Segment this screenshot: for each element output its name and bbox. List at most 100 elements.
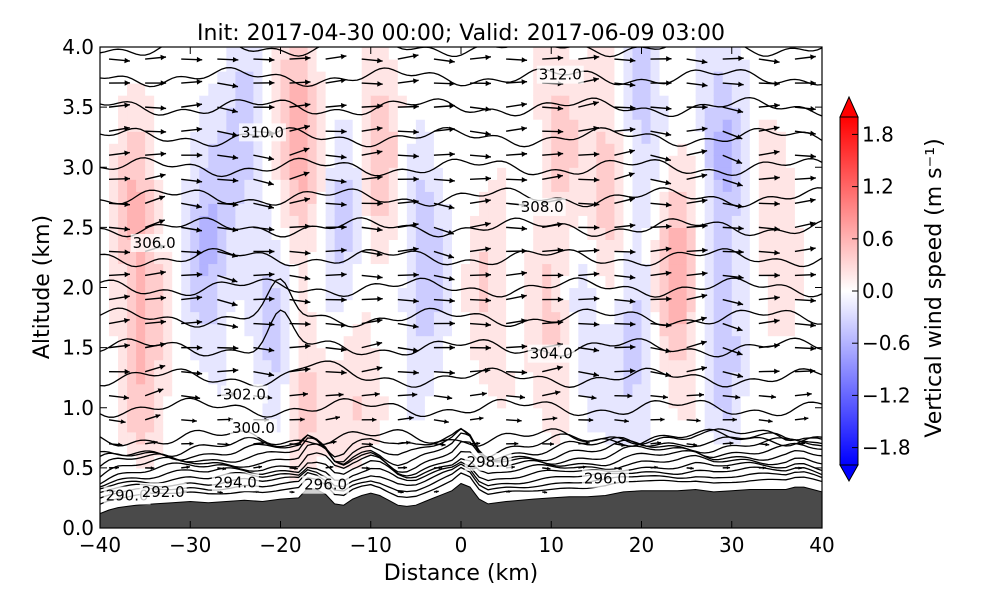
theta-contour-line (100, 427, 822, 459)
wind-cell (614, 227, 625, 240)
wind-cell (713, 323, 724, 337)
wind-cell (424, 479, 435, 493)
wind-cell (488, 227, 498, 240)
wind-cell (370, 347, 381, 361)
wind-cell (109, 263, 119, 277)
wind-cell (776, 275, 787, 289)
wind-arrow-head (340, 77, 347, 84)
wind-cell (659, 287, 670, 301)
wind-cell (307, 59, 318, 72)
wind-cell (298, 419, 309, 433)
wind-cell (542, 263, 552, 277)
wind-cell (659, 479, 670, 493)
wind-cell (596, 359, 606, 373)
wind-arrow-head (476, 441, 481, 446)
wind-cell (515, 119, 525, 132)
wind-cell (145, 155, 155, 168)
wind-cell (415, 119, 426, 132)
wind-arrow-head (123, 318, 130, 324)
wind-cell (488, 371, 498, 385)
wind-cell (722, 191, 733, 204)
wind-arrow-head (369, 442, 374, 447)
wind-cell (803, 59, 814, 72)
wind-arrow-head (124, 369, 131, 375)
wind-cell (749, 95, 760, 108)
wind-cell (271, 143, 282, 156)
contour-label: 312.0 (539, 66, 582, 84)
wind-cell (163, 71, 173, 84)
wind-cell (397, 359, 408, 373)
wind-cell (479, 275, 489, 289)
wind-cell (758, 263, 769, 277)
wind-cell (433, 371, 444, 385)
wind-cell (397, 299, 408, 313)
wind-cell (641, 323, 652, 337)
wind-cell (731, 71, 742, 84)
wind-cell (127, 71, 137, 84)
wind-cell (181, 371, 191, 385)
wind-cell (533, 323, 543, 337)
wind-cell (181, 311, 191, 325)
wind-cell (776, 383, 787, 397)
wind-arrow-head (701, 365, 707, 372)
wind-cell (397, 395, 408, 409)
wind-cell (551, 263, 561, 277)
wind-cell (677, 119, 688, 132)
wind-cell (208, 131, 218, 144)
wind-cell (424, 275, 435, 289)
wind-cell (650, 95, 661, 108)
wind-cell (163, 287, 173, 301)
wind-cell (776, 299, 787, 313)
wind-arrow-head (449, 126, 455, 133)
wind-arrow-head (449, 103, 455, 109)
wind-cell (596, 107, 606, 120)
theta-contour-line (100, 472, 822, 505)
wind-cell (506, 71, 516, 84)
wind-cell (605, 131, 616, 144)
wind-cell (289, 143, 300, 156)
wind-cell (632, 83, 643, 96)
wind-cell (632, 287, 643, 301)
wind-cell (641, 383, 652, 397)
wind-cell (641, 59, 652, 72)
contour-label-backdrop (229, 419, 277, 438)
wind-cell (794, 359, 805, 373)
wind-cell (632, 479, 643, 493)
wind-cell (415, 491, 426, 505)
wind-cell (343, 167, 354, 180)
wind-cell (551, 455, 561, 469)
wind-arrow-head (413, 103, 419, 110)
wind-cell (749, 299, 760, 313)
wind-cell (614, 143, 625, 156)
wind-cell (569, 323, 579, 337)
wind-cell (731, 335, 742, 349)
wind-cell (560, 371, 570, 385)
wind-cell (776, 215, 787, 228)
wind-arrow-head (593, 347, 600, 353)
wind-cell (199, 311, 209, 325)
wind-cell (722, 179, 733, 192)
wind-cell (388, 191, 399, 204)
wind-cell (740, 287, 751, 301)
wind-arrow-head (412, 347, 419, 353)
wind-cell (217, 335, 227, 349)
wind-cell (623, 119, 634, 132)
wind-cell (307, 347, 318, 361)
wind-cell (118, 287, 128, 301)
wind-cell (794, 275, 805, 289)
colorbar-ticks: 1.81.20.60.0−0.6−1.2−1.8 (852, 122, 911, 460)
wind-cell (307, 287, 318, 301)
wind-cell (118, 395, 128, 409)
wind-cell (109, 83, 119, 96)
wind-arrow-head (196, 319, 203, 325)
wind-cell (560, 143, 570, 156)
wind-cell (352, 299, 363, 313)
wind-cell (569, 215, 579, 228)
wind-cell (388, 395, 399, 409)
wind-cell (262, 491, 273, 505)
wind-cell (668, 119, 679, 132)
wind-cell (217, 107, 227, 120)
wind-cell (136, 83, 146, 96)
wind-cell (424, 323, 435, 337)
wind-arrow-head (521, 248, 528, 254)
